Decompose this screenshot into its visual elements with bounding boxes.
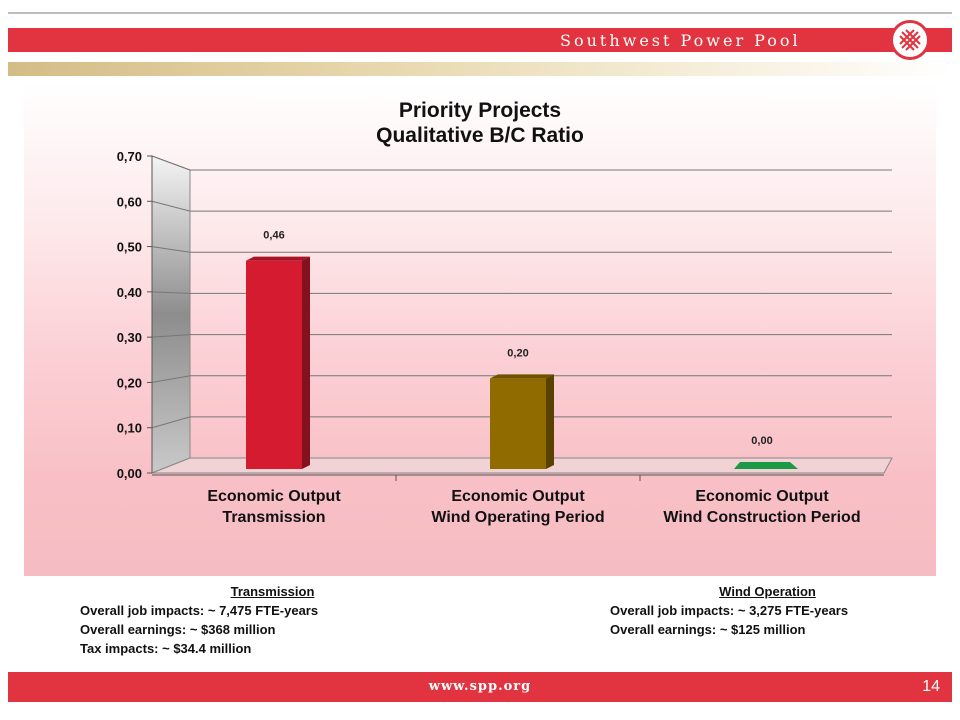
transmission-note-line: Overall job impacts: ~ 7,475 FTE-years	[80, 603, 319, 618]
gridline-side	[151, 291, 191, 294]
data-label: 0,46	[263, 230, 284, 242]
wind-operation-note-line: Overall job impacts: ~ 3,275 FTE-years	[610, 603, 849, 618]
y-tick-label: 0,50	[117, 240, 142, 255]
x-category-label: Transmission	[222, 509, 325, 526]
spp-logo-icon	[890, 20, 930, 60]
data-label: 0,00	[751, 435, 772, 447]
x-category-label: Economic Output	[207, 488, 341, 505]
bar-side	[302, 256, 310, 469]
y-tick-label: 0,60	[117, 194, 142, 209]
wind-operation-notes: Wind Operation Overall job impacts: ~ 3,…	[610, 582, 930, 639]
bar-top	[490, 374, 554, 379]
page-number: 14	[922, 678, 940, 695]
transmission-note-line: Overall earnings: ~ $368 million	[80, 622, 276, 637]
transmission-notes-heading: Transmission	[230, 584, 315, 599]
footer-url[interactable]: www.spp.org	[428, 679, 532, 694]
y-tick-label: 0,30	[117, 330, 142, 345]
gridline-side	[151, 334, 191, 338]
x-category-label: Economic Output	[451, 488, 585, 505]
header-red-band	[8, 28, 952, 52]
y-tick-label: 0,00	[117, 466, 142, 481]
wind-operation-notes-heading: Wind Operation	[719, 584, 816, 599]
x-category-label: Wind Construction Period	[663, 509, 860, 526]
bar	[734, 462, 798, 469]
y-tick-label: 0,40	[117, 285, 142, 300]
bar	[246, 260, 302, 469]
gridline-side	[151, 155, 191, 171]
gridline-side	[151, 375, 191, 383]
transmission-note-line: Tax impacts: ~ $34.4 million	[80, 641, 252, 656]
chart-title: Priority Projects Qualitative B/C Ratio	[376, 99, 584, 147]
bar-side	[546, 374, 554, 469]
x-category-label: Wind Operating Period	[431, 509, 604, 526]
y-tick-label: 0,20	[117, 375, 142, 390]
footer-band	[8, 672, 952, 702]
header-top-rule	[8, 12, 952, 14]
y-tick-label: 0,10	[117, 421, 142, 436]
data-label: 0,20	[507, 347, 528, 359]
gridline-side	[151, 416, 191, 429]
brand-name: Southwest Power Pool	[560, 31, 801, 50]
transmission-notes: Transmission Overall job impacts: ~ 7,47…	[80, 582, 480, 658]
header-gold-band	[8, 62, 952, 76]
x-category-label: Economic Output	[695, 488, 829, 505]
side-wall	[151, 155, 191, 474]
y-tick-label: 0,70	[117, 149, 142, 164]
wind-operation-note-line: Overall earnings: ~ $125 million	[610, 622, 806, 637]
bar-top	[246, 256, 310, 261]
gridline-side	[151, 246, 191, 253]
bar	[490, 378, 546, 469]
gridline-side	[151, 200, 191, 212]
